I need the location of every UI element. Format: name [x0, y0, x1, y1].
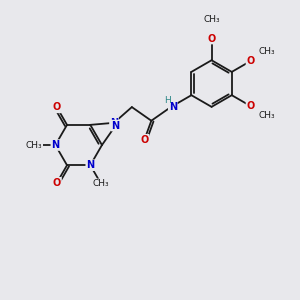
Text: O: O: [53, 102, 61, 112]
Text: O: O: [140, 135, 148, 145]
Text: H: H: [164, 96, 171, 105]
Text: CH₃: CH₃: [93, 179, 109, 188]
Text: N: N: [51, 140, 59, 150]
Text: O: O: [246, 56, 254, 66]
Text: N: N: [169, 102, 177, 112]
Text: N: N: [110, 118, 118, 128]
Text: N: N: [112, 121, 120, 130]
Text: CH₃: CH₃: [259, 47, 275, 56]
Text: CH₃: CH₃: [26, 140, 42, 149]
Text: O: O: [246, 101, 254, 111]
Text: N: N: [86, 160, 94, 170]
Text: O: O: [53, 178, 61, 188]
Text: CH₃: CH₃: [203, 15, 220, 24]
Text: CH₃: CH₃: [259, 111, 275, 120]
Text: O: O: [208, 34, 216, 44]
